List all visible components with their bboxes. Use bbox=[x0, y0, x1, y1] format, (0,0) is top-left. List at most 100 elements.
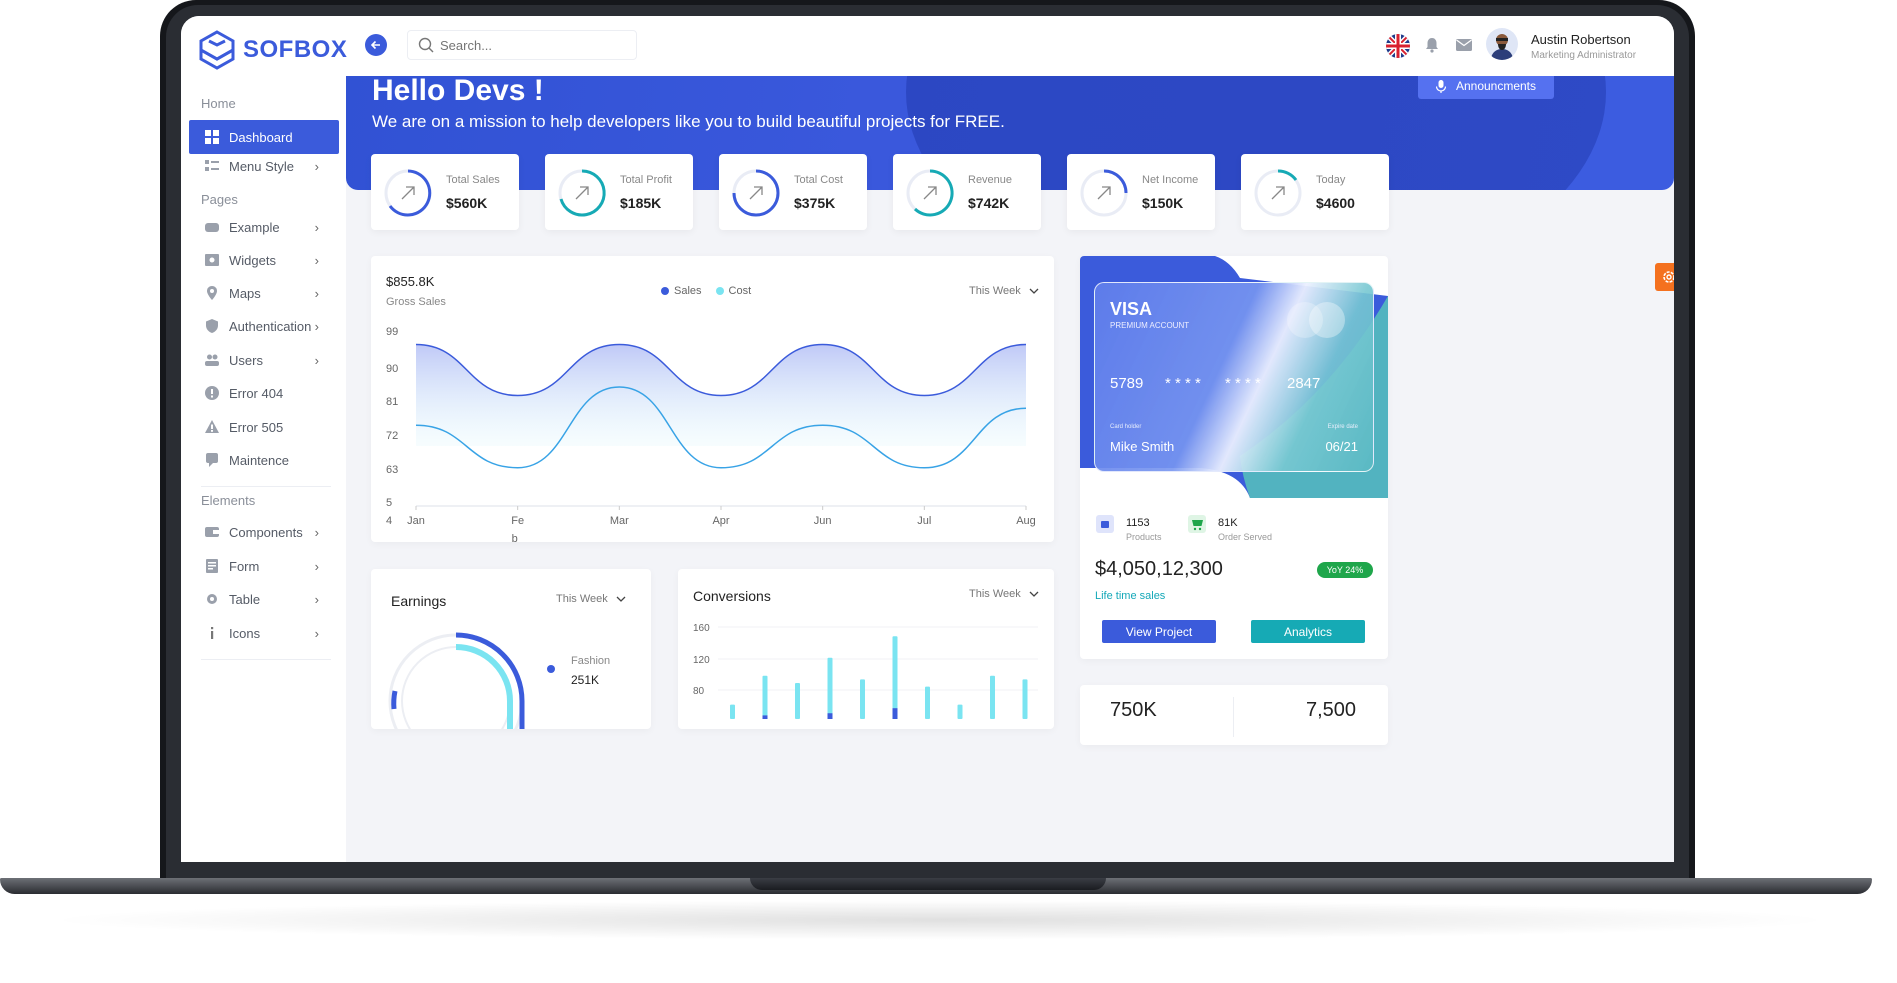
search-input[interactable] bbox=[440, 37, 620, 53]
stat-card-revenue[interactable]: Revenue $742K bbox=[893, 154, 1041, 230]
sidebar-item-label: Menu Style bbox=[229, 158, 295, 174]
stat-card-total-sales[interactable]: Total Sales $560K bbox=[371, 154, 519, 230]
progress-ring-icon bbox=[558, 169, 606, 217]
card-chip-decoration bbox=[1287, 302, 1345, 338]
card-account-type: PREMIUM ACCOUNT bbox=[1110, 321, 1190, 330]
sidebar-item-label: Authentication bbox=[229, 318, 312, 334]
x-tick-label: Apr bbox=[712, 515, 729, 527]
user-avatar-icon bbox=[1491, 34, 1513, 60]
sidebar-item-label: Error 404 bbox=[229, 385, 284, 401]
conversion-bar bbox=[892, 636, 898, 719]
map-pin-icon bbox=[207, 286, 217, 300]
stat-label: Total Sales bbox=[446, 174, 500, 186]
sidebar-section-pages: Pages bbox=[201, 192, 238, 207]
error-circle-icon bbox=[205, 386, 219, 400]
credit-card-panel: VISA PREMIUM ACCOUNT 5789 * * * * * * * … bbox=[1080, 256, 1388, 659]
sidebar-item-label: Components bbox=[229, 524, 303, 540]
warning-icon bbox=[205, 420, 219, 433]
progress-ring-icon bbox=[384, 169, 432, 217]
conversion-bar bbox=[990, 675, 995, 719]
sidebar-item-form[interactable]: Form › bbox=[189, 549, 339, 583]
period-dropdown[interactable]: This Week bbox=[969, 285, 1039, 297]
visa-card[interactable]: VISA PREMIUM ACCOUNT 5789 * * * * * * * … bbox=[1094, 282, 1374, 472]
sidebar-item-table[interactable]: Table › bbox=[189, 582, 339, 616]
card-number-group-1: 5789 bbox=[1110, 375, 1144, 392]
sidebar-item-components[interactable]: Components › bbox=[189, 515, 339, 549]
brand-logo[interactable]: SOFBOX bbox=[197, 30, 347, 70]
x-tick-label: Fe bbox=[511, 515, 524, 527]
y-tick-label: 160 bbox=[693, 623, 710, 634]
collapse-sidebar-button[interactable] bbox=[365, 34, 387, 56]
card-number-group-2: * * * * bbox=[1165, 375, 1201, 392]
stat-value: $4600 bbox=[1316, 195, 1355, 211]
chevron-down-icon bbox=[1029, 288, 1039, 294]
conversion-bar-accent bbox=[827, 713, 833, 719]
total-amount: $4,050,12,300 bbox=[1095, 558, 1223, 580]
conversions-title: Conversions bbox=[693, 588, 771, 604]
users-icon bbox=[205, 354, 219, 366]
stat-card-net-income[interactable]: Net Income $150K bbox=[1067, 154, 1215, 230]
lifetime-sales-link[interactable]: Life time sales bbox=[1095, 590, 1166, 602]
summary-divider bbox=[1233, 697, 1234, 737]
sidebar-item-label: Maintence bbox=[229, 452, 289, 468]
user-role: Marketing Administrator bbox=[1531, 50, 1637, 61]
analytics-button[interactable]: Analytics bbox=[1251, 620, 1365, 643]
mail-icon[interactable] bbox=[1456, 38, 1472, 52]
wallet-icon bbox=[205, 527, 219, 537]
view-project-button[interactable]: View Project bbox=[1102, 620, 1216, 643]
period-label: This Week bbox=[556, 593, 608, 605]
stat-card-today[interactable]: Today $4600 bbox=[1241, 154, 1389, 230]
stat-card-total-cost[interactable]: Total Cost $375K bbox=[719, 154, 867, 230]
earnings-period-dropdown[interactable]: This Week bbox=[556, 593, 626, 605]
sidebar-divider bbox=[201, 659, 331, 660]
sidebar-item-maintence[interactable]: Maintence bbox=[189, 443, 339, 477]
sidebar-item-label: Widgets bbox=[229, 252, 276, 268]
sidebar-item-dashboard[interactable]: Dashboard bbox=[189, 120, 339, 154]
chevron-right-icon: › bbox=[314, 319, 319, 334]
y-tick-label: 4 bbox=[386, 515, 392, 527]
stat-label: Net Income bbox=[1142, 174, 1199, 186]
stat-value: $560K bbox=[446, 195, 488, 211]
sidebar-item-widgets[interactable]: Widgets › bbox=[189, 243, 339, 277]
search-icon bbox=[418, 37, 434, 53]
products-label: Products bbox=[1126, 532, 1162, 542]
sidebar-item-error-505[interactable]: Error 505 bbox=[189, 410, 339, 444]
sidebar-item-icons[interactable]: Icons › bbox=[189, 616, 339, 650]
progress-ring-icon bbox=[1080, 169, 1128, 217]
summary-left-value: 750K bbox=[1110, 699, 1157, 721]
earnings-legend-label: Fashion bbox=[571, 655, 611, 667]
sidebar-item-users[interactable]: Users › bbox=[189, 343, 339, 377]
search-box bbox=[407, 30, 637, 60]
form-icon bbox=[206, 559, 218, 573]
y-tick-label: 63 bbox=[386, 464, 398, 476]
sidebar-item-example[interactable]: Example › bbox=[189, 210, 339, 244]
cost-series-line bbox=[415, 386, 1027, 469]
avatar[interactable] bbox=[1486, 28, 1518, 60]
legend-dot bbox=[661, 287, 669, 296]
sidebar-item-label: Icons bbox=[229, 625, 261, 641]
sidebar-item-menu-style[interactable]: Menu Style › bbox=[189, 149, 339, 183]
stat-value: $375K bbox=[794, 195, 836, 211]
user-name[interactable]: Austin Robertson bbox=[1531, 32, 1631, 47]
announcements-button[interactable]: Announcments bbox=[1418, 73, 1554, 99]
products-icon bbox=[1096, 515, 1114, 533]
conversions-period-dropdown[interactable]: This Week bbox=[969, 588, 1039, 600]
bell-icon[interactable] bbox=[1424, 37, 1440, 53]
x-tick-label: Jun bbox=[814, 515, 832, 527]
legend-dot bbox=[715, 287, 724, 296]
y-tick-label: 99 bbox=[386, 326, 398, 338]
chevron-right-icon: › bbox=[314, 559, 319, 574]
laptop-shadow bbox=[40, 900, 1840, 940]
sidebar-item-maps[interactable]: Maps › bbox=[189, 276, 339, 310]
uk-flag-icon[interactable] bbox=[1386, 34, 1410, 58]
chevron-right-icon: › bbox=[314, 626, 319, 641]
stat-card-total-profit[interactable]: Total Profit $185K bbox=[545, 154, 693, 230]
x-tick-label: Mar bbox=[610, 515, 629, 527]
sidebar-item-authentication[interactable]: Authentication › bbox=[189, 309, 339, 343]
stat-value: $185K bbox=[620, 195, 662, 211]
sidebar-item-label: Maps bbox=[229, 285, 261, 301]
sidebar-item-label: Users bbox=[229, 352, 263, 368]
settings-toggle[interactable] bbox=[1655, 263, 1674, 291]
sidebar-item-error-404[interactable]: Error 404 bbox=[189, 376, 339, 410]
